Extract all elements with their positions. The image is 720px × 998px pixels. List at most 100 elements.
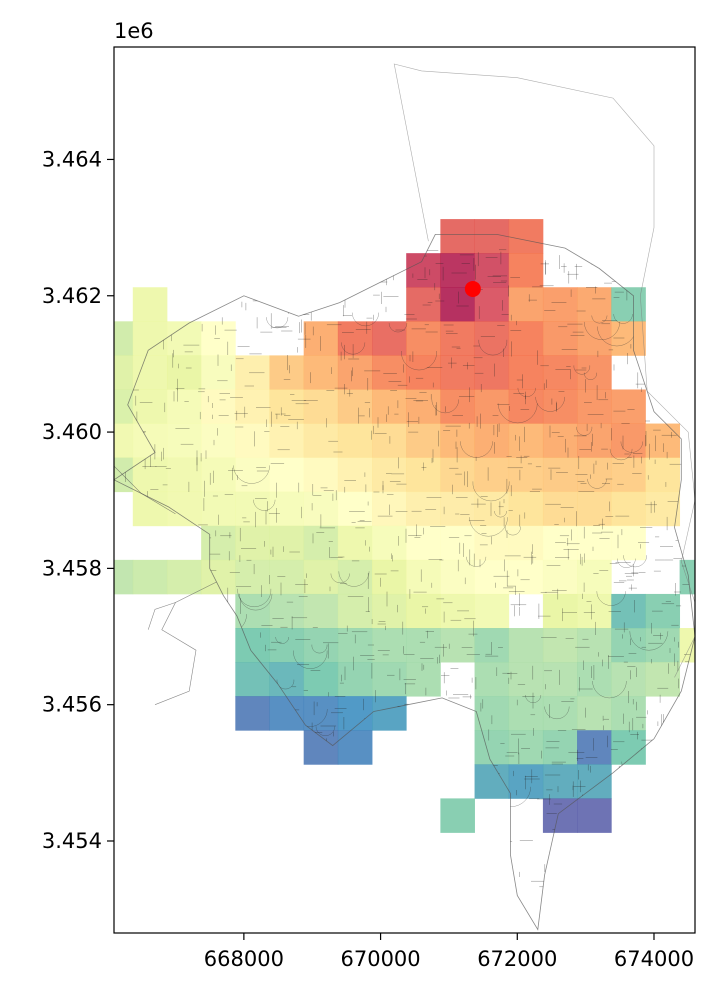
heatmap-cell bbox=[201, 457, 236, 493]
heatmap-cell bbox=[577, 423, 612, 459]
heatmap-cell bbox=[201, 355, 236, 390]
heatmap-cell bbox=[166, 457, 202, 493]
heatmap-cell bbox=[303, 389, 339, 424]
heatmap-cell bbox=[611, 389, 646, 424]
heatmap-cell bbox=[440, 423, 475, 459]
heatmap-cell bbox=[269, 559, 305, 595]
heatmap-cell bbox=[474, 525, 510, 561]
heatmap-cell bbox=[337, 628, 373, 663]
heatmap-cell bbox=[577, 321, 612, 356]
heatmap-cell bbox=[337, 559, 373, 595]
x-tick-label: 672000 bbox=[477, 947, 557, 971]
heatmap-cell bbox=[440, 798, 475, 833]
heatmap-cell bbox=[508, 423, 544, 459]
y-tick-label: 3.458 bbox=[42, 556, 102, 580]
road bbox=[114, 465, 176, 515]
heatmap-cell bbox=[132, 355, 168, 390]
heatmap-cell bbox=[611, 287, 646, 322]
heatmap-cell bbox=[611, 525, 646, 561]
heatmap-cell bbox=[337, 423, 373, 459]
heatmap-cell bbox=[303, 525, 339, 561]
heatmap-cell bbox=[474, 559, 510, 595]
heatmap-cell bbox=[406, 559, 441, 595]
heatmap-cell bbox=[372, 593, 407, 629]
x-tick-label: 668000 bbox=[204, 947, 284, 971]
heatmap-cell bbox=[440, 628, 475, 663]
heatmap-cell bbox=[542, 525, 578, 561]
location-marker bbox=[464, 280, 481, 297]
heatmap-cell bbox=[577, 287, 612, 322]
heatmap-cell bbox=[269, 662, 305, 697]
heatmap-cell bbox=[440, 219, 475, 254]
heatmap-cell bbox=[474, 593, 510, 629]
location-marker-layer bbox=[464, 280, 481, 297]
heatmap-cell bbox=[577, 628, 612, 663]
heatmap-cell bbox=[337, 321, 373, 356]
heatmap-cell bbox=[132, 423, 168, 459]
heatmap-cell bbox=[406, 355, 441, 390]
heatmap-cell bbox=[645, 593, 681, 629]
heatmap-cell bbox=[440, 559, 475, 595]
heatmap-cell bbox=[611, 662, 646, 697]
heatmap-cell bbox=[406, 628, 441, 663]
heatmap-cell bbox=[269, 355, 305, 390]
heatmap-cell bbox=[508, 355, 544, 390]
heatmap-cell bbox=[235, 491, 270, 527]
heatmap-cell bbox=[235, 423, 270, 459]
heatmap-cell bbox=[542, 491, 578, 527]
heatmap-cell bbox=[166, 559, 202, 595]
heatmap-cell bbox=[474, 253, 510, 288]
heatmap-cell bbox=[372, 696, 407, 731]
heatmap-cell bbox=[406, 491, 441, 527]
heatmap-cell bbox=[132, 457, 168, 493]
heatmap-cell bbox=[132, 491, 168, 527]
heatmap-cell bbox=[166, 491, 202, 527]
heatmap-cell bbox=[508, 764, 544, 799]
heatmap-cell bbox=[269, 593, 305, 629]
plot-frame bbox=[113, 46, 696, 934]
heatmap-cell bbox=[406, 593, 441, 629]
heatmap-cell bbox=[269, 525, 305, 561]
heatmap-cell bbox=[542, 355, 578, 390]
heatmap-cell bbox=[440, 321, 475, 356]
heatmap-cell bbox=[508, 287, 544, 322]
heatmap-cell bbox=[372, 423, 407, 459]
heatmap-cell bbox=[611, 730, 646, 765]
heatmap-cell bbox=[201, 559, 236, 595]
heatmap-cell bbox=[114, 321, 134, 356]
heatmap-cell bbox=[372, 355, 407, 390]
y-tick-label: 3.464 bbox=[42, 147, 102, 171]
heatmap-cell bbox=[679, 628, 695, 663]
heatmap-cell bbox=[337, 662, 373, 697]
heatmap-cell bbox=[440, 593, 475, 629]
outer-ring-road bbox=[393, 63, 695, 678]
heatmap-cell bbox=[577, 355, 612, 390]
heatmap-cell bbox=[372, 389, 407, 424]
heatmap-cell bbox=[406, 423, 441, 459]
heatmap-cell bbox=[166, 389, 202, 424]
heatmap-cell bbox=[235, 525, 270, 561]
heatmap-cell bbox=[235, 593, 270, 629]
heatmap-cell bbox=[577, 593, 612, 629]
y-axis-offset-label: 1e6 bbox=[114, 19, 154, 43]
heatmap-cell bbox=[542, 730, 578, 765]
heatmap-cell bbox=[166, 423, 202, 459]
heatmap-cell bbox=[337, 593, 373, 629]
heatmap-cell bbox=[337, 491, 373, 527]
heatmap-cell bbox=[235, 389, 270, 424]
heatmap-cell bbox=[508, 559, 544, 595]
y-tick-label: 3.460 bbox=[42, 420, 102, 444]
heatmap-cell bbox=[201, 389, 236, 424]
heatmap-cell bbox=[406, 287, 441, 322]
heatmap-cell bbox=[611, 423, 646, 459]
heatmap-cell bbox=[337, 389, 373, 424]
heatmap-cell bbox=[303, 730, 339, 765]
heatmap-cell bbox=[542, 321, 578, 356]
road bbox=[154, 581, 217, 705]
heatmap-cell bbox=[577, 525, 612, 561]
heatmap-cell bbox=[303, 662, 339, 697]
heatmap-cell bbox=[508, 662, 544, 697]
heatmap-cell bbox=[508, 730, 544, 765]
heatmap-cell bbox=[542, 457, 578, 493]
